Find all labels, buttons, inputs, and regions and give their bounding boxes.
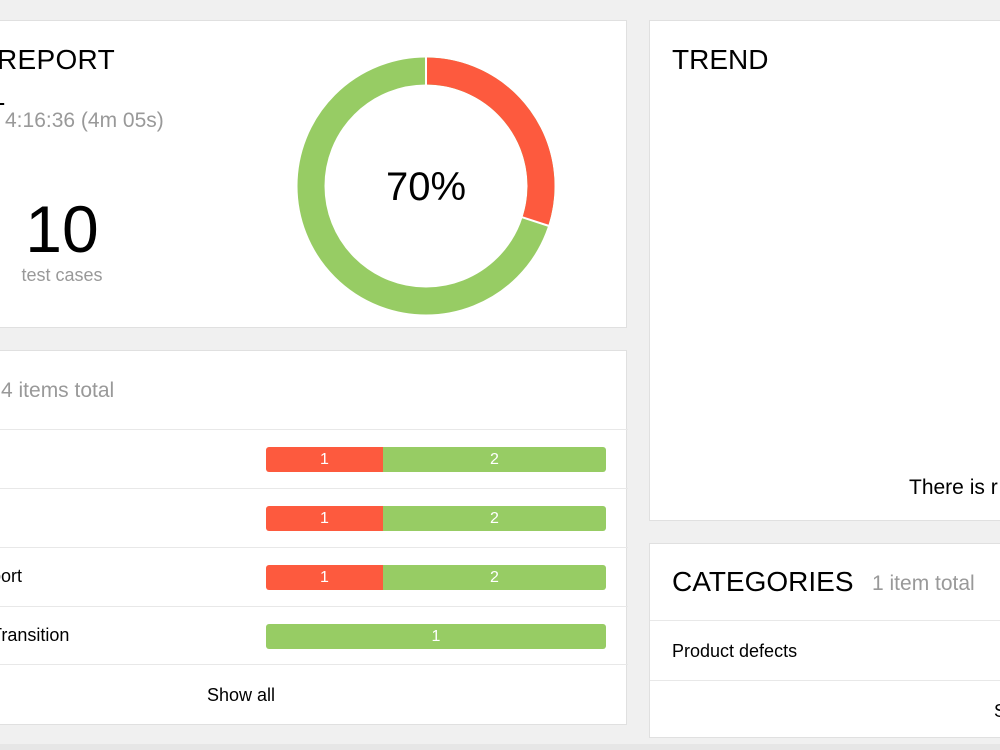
- suite-name: port: [0, 566, 23, 586]
- suite-status-bar[interactable]: 1 2: [266, 565, 606, 590]
- categories-widget: CATEGORIES 1 item total Product defects …: [649, 543, 1000, 738]
- donut-failed-arc[interactable]: [425, 57, 555, 226]
- suite-row[interactable]: port 1 2: [0, 547, 628, 606]
- trend-empty-message: There is r: [909, 476, 998, 499]
- donut-separator-bottom: [521, 216, 549, 227]
- trend-title: TREND: [672, 44, 769, 75]
- test-case-count: 10: [25, 192, 99, 266]
- suite-row[interactable]: s 1 2: [0, 488, 628, 547]
- failed-segment[interactable]: 1: [266, 447, 383, 472]
- suites-widget: 4 items total s 1 2 s 1 2 port 1 2 Trans…: [0, 350, 628, 725]
- suite-row[interactable]: Transition 1: [0, 606, 628, 665]
- test-case-count-label: test cases: [21, 265, 103, 285]
- donut-percent-label: 70%: [386, 165, 466, 209]
- report-subtitle: 1: [0, 81, 5, 112]
- failed-segment[interactable]: 1: [266, 506, 383, 531]
- passed-segment[interactable]: 1: [266, 624, 606, 649]
- suite-name: Transition: [0, 625, 70, 645]
- failed-segment[interactable]: 1: [266, 565, 383, 590]
- suite-status-bar[interactable]: 1 2: [266, 506, 606, 531]
- report-date: 4:16:36 (4m 05s): [5, 109, 164, 132]
- suites-total-label: 4 items total: [1, 379, 115, 402]
- category-name: Product defects: [672, 641, 798, 661]
- suites-footer: Show all: [0, 664, 628, 725]
- categories-title: CATEGORIES: [672, 566, 854, 597]
- categories-show-all-link[interactable]: S: [994, 701, 1000, 722]
- suite-status-bar[interactable]: 1 2: [266, 447, 606, 472]
- suite-row[interactable]: s 1 2: [0, 429, 628, 488]
- categories-total-label: 1 item total: [872, 572, 975, 595]
- suite-status-bar[interactable]: 1: [266, 624, 606, 649]
- category-row[interactable]: Product defects: [650, 620, 1000, 681]
- trend-widget: TREND There is r: [649, 20, 1000, 521]
- summary-widget: REPORT 1 4:16:36 (4m 05s) 10 test cases …: [0, 20, 627, 328]
- next-row-edge: [0, 744, 1000, 750]
- passed-segment[interactable]: 2: [383, 565, 606, 590]
- categories-footer: S: [650, 680, 1000, 741]
- status-donut-chart[interactable]: 70%: [297, 57, 555, 315]
- report-title: REPORT: [0, 44, 115, 75]
- passed-segment[interactable]: 2: [383, 447, 606, 472]
- show-all-link[interactable]: Show all: [207, 685, 276, 705]
- passed-segment[interactable]: 2: [383, 506, 606, 531]
